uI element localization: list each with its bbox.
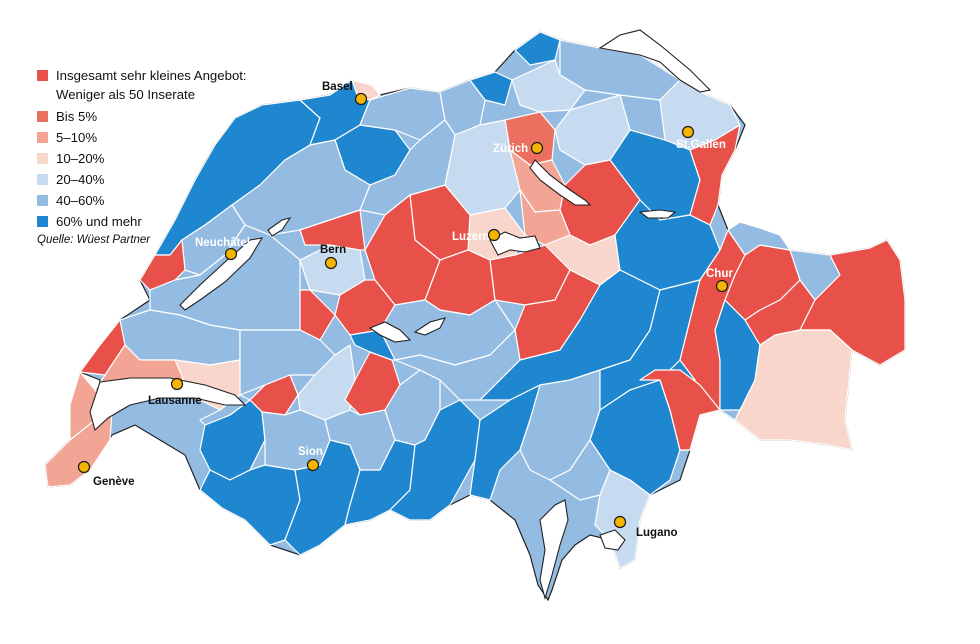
- legend-swatch: [37, 153, 48, 164]
- city-label: Chur: [706, 268, 733, 280]
- legend-item: Insgesamt sehr kleines Angebot:: [37, 66, 247, 85]
- region-bernina: [734, 329, 853, 451]
- lake-lugano: [599, 529, 626, 551]
- city-dot: [530, 141, 544, 155]
- legend-label: Bis 5%: [56, 109, 98, 124]
- legend-label: 40–60%: [56, 193, 105, 208]
- legend-subtitle: Weniger als 50 Inserate: [56, 87, 196, 102]
- city-label: Luzern: [452, 231, 490, 243]
- city-lugano: Lugano: [613, 515, 678, 539]
- city-dot: [324, 256, 338, 270]
- city-sion: Sion: [298, 446, 323, 472]
- legend-source: Quelle: Wüest Partner: [37, 234, 151, 246]
- legend-item: Bis 5%: [37, 106, 247, 127]
- region-leventina: [469, 384, 541, 501]
- legend-label: 60% und mehr: [56, 214, 142, 229]
- legend-swatch: [37, 111, 48, 122]
- city-luzern: Luzern: [452, 228, 501, 243]
- city-dot: [715, 279, 729, 293]
- lake-biel: [267, 217, 292, 237]
- city-basel: Basel: [322, 81, 368, 106]
- city-label: Genève: [93, 476, 135, 488]
- city-dot: [306, 458, 320, 472]
- region-brig: [389, 399, 481, 521]
- region-rheintal-south: [727, 221, 791, 256]
- legend-swatch: [37, 132, 48, 143]
- city-label: Lugano: [636, 527, 678, 539]
- city-neuchatel: Neuchâtel: [195, 237, 250, 261]
- city-dot: [224, 247, 238, 261]
- region-valais-dark-1: [199, 464, 301, 546]
- legend-swatch: [37, 195, 48, 206]
- region-rheintal: [689, 124, 741, 226]
- region-aargau-east: [469, 71, 513, 106]
- city-bern: Bern: [320, 244, 346, 270]
- lake-neuchatel: [179, 237, 264, 311]
- region-mittelland: [359, 119, 456, 216]
- lake-thun: [368, 321, 412, 343]
- city-chur: Chur: [706, 268, 733, 293]
- city-label: Lausanne: [148, 395, 202, 407]
- city-dot: [681, 125, 695, 139]
- legend-item: 40–60%: [37, 190, 247, 211]
- legend-label: 10–20%: [56, 151, 105, 166]
- legend-item: 20–40%: [37, 169, 247, 190]
- city-st-gallen: St.Gallen: [676, 125, 726, 151]
- legend-item: 5–10%: [37, 127, 247, 148]
- lake-lucerne: [489, 231, 541, 256]
- legend-swatch: [37, 216, 48, 227]
- city-geneve: Genève: [77, 460, 135, 488]
- lake-maggiore: [539, 499, 569, 600]
- region-engiadina: [799, 239, 906, 366]
- lake-constance: [598, 29, 712, 93]
- lake-walensee: [638, 209, 677, 219]
- city-label: Basel: [322, 81, 353, 93]
- legend-item: 60% und mehr: [37, 211, 247, 232]
- region-biel-red: [299, 209, 366, 251]
- region-winterthur: [511, 59, 586, 113]
- region-sion: [261, 409, 331, 471]
- city-label: Sion: [298, 446, 323, 458]
- city-dot: [613, 515, 627, 529]
- city-dot: [77, 460, 91, 474]
- city-label: Zürich: [493, 143, 528, 155]
- legend-item: 10–20%: [37, 148, 247, 169]
- legend-swatch: [37, 70, 48, 81]
- legend: Insgesamt sehr kleines Angebot: Weniger …: [37, 66, 247, 246]
- lake-zurich: [529, 159, 592, 206]
- city-dot: [170, 377, 184, 391]
- city-zurich: Zürich: [493, 141, 544, 155]
- city-label: Neuchâtel: [195, 237, 250, 249]
- city-dot: [354, 92, 368, 106]
- legend-label: Insgesamt sehr kleines Angebot:: [56, 68, 247, 83]
- city-lausanne: Lausanne: [148, 377, 202, 407]
- region-neuchatel-red: [139, 239, 186, 291]
- region-schaffhausen: [514, 31, 561, 66]
- lake-brienz: [413, 317, 447, 336]
- legend-swatch: [37, 174, 48, 185]
- city-label: Bern: [320, 244, 346, 256]
- city-label: St.Gallen: [676, 139, 726, 151]
- legend-label: 20–40%: [56, 172, 105, 187]
- legend-label: 5–10%: [56, 130, 98, 145]
- city-dot: [487, 228, 501, 242]
